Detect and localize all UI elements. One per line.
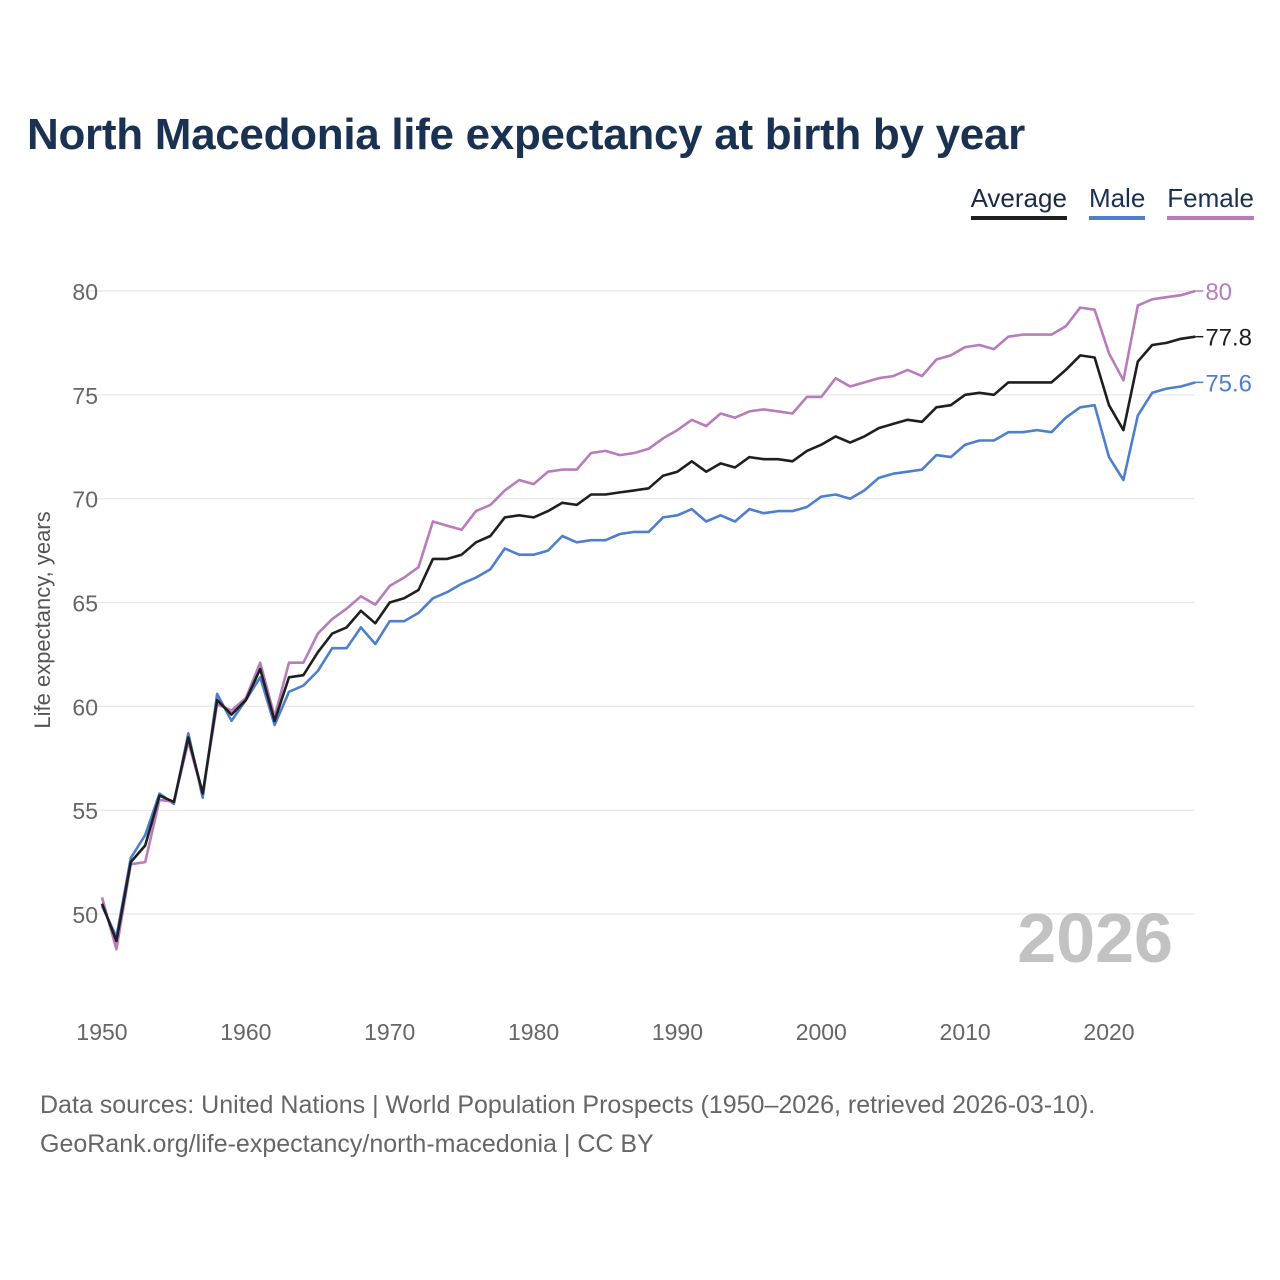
- x-tick-label: 2010: [940, 1019, 991, 1045]
- end-label-female: 80: [1205, 279, 1232, 306]
- y-tick-label: 50: [72, 902, 98, 928]
- series-line-male: [100, 381, 1196, 939]
- year-watermark: 2026: [1017, 899, 1173, 977]
- x-tick-label: 1980: [508, 1019, 559, 1045]
- x-tick-label: 2000: [796, 1019, 847, 1045]
- end-label-male: 75.6: [1205, 370, 1252, 397]
- x-tick-label: 2020: [1083, 1019, 1134, 1045]
- attribution-text: GeoRank.org/life-expectancy/north-macedo…: [40, 1130, 654, 1158]
- x-tick-label: 1950: [76, 1019, 127, 1045]
- footer: Data sources: United Nations | World Pop…: [40, 1086, 1095, 1164]
- y-tick-label: 75: [72, 383, 98, 409]
- y-tick-label: 60: [72, 694, 98, 720]
- y-tick-label: 80: [72, 279, 98, 305]
- x-tick-label: 1960: [220, 1019, 271, 1045]
- end-label-average: 77.8: [1205, 325, 1252, 352]
- y-axis-label: Life expectancy, years: [30, 511, 55, 728]
- x-tick-label: 1970: [364, 1019, 415, 1045]
- y-tick-label: 70: [72, 487, 98, 513]
- y-tick-label: 65: [72, 591, 98, 617]
- legend-male[interactable]: Male: [1088, 183, 1146, 220]
- legend: Average Male Female: [970, 183, 1254, 220]
- x-tick-label: 1990: [652, 1019, 703, 1045]
- y-tick-label: 55: [72, 798, 98, 824]
- legend-female[interactable]: Female: [1167, 183, 1254, 220]
- source-text: Data sources: United Nations | World Pop…: [40, 1091, 1096, 1119]
- legend-average[interactable]: Average: [970, 183, 1067, 220]
- series-line-average: [100, 335, 1196, 943]
- chart-title: North Macedonia life expectancy at birth…: [27, 110, 1025, 159]
- series-line-female: [100, 289, 1196, 951]
